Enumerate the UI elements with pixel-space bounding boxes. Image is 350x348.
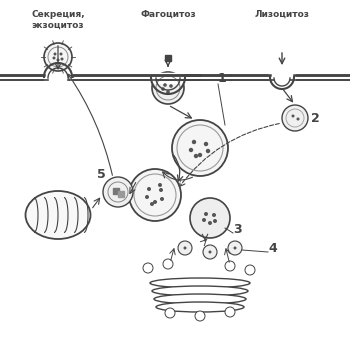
Circle shape (159, 188, 163, 192)
Circle shape (204, 142, 208, 146)
Circle shape (56, 58, 60, 62)
Circle shape (183, 246, 187, 250)
Circle shape (208, 221, 212, 225)
Circle shape (198, 153, 202, 157)
Ellipse shape (154, 294, 246, 304)
Text: 4: 4 (268, 242, 277, 255)
Circle shape (165, 308, 175, 318)
Circle shape (54, 53, 56, 55)
Circle shape (225, 261, 235, 271)
Circle shape (153, 200, 157, 204)
Circle shape (44, 43, 72, 71)
Ellipse shape (26, 191, 91, 239)
Text: 2: 2 (311, 111, 320, 125)
Circle shape (163, 259, 173, 269)
Text: Лизоцитоз: Лизоцитоз (254, 10, 309, 19)
Circle shape (61, 57, 63, 61)
Circle shape (158, 183, 162, 187)
Circle shape (292, 114, 294, 118)
Text: Секреция,
экзоцитоз: Секреция, экзоцитоз (31, 10, 85, 30)
Circle shape (190, 198, 230, 238)
Circle shape (172, 120, 228, 176)
Text: 1: 1 (218, 72, 227, 85)
Circle shape (195, 311, 205, 321)
Circle shape (52, 56, 56, 60)
Ellipse shape (152, 286, 248, 296)
Circle shape (204, 212, 208, 216)
Circle shape (194, 154, 198, 158)
Circle shape (129, 169, 181, 221)
Circle shape (163, 83, 167, 87)
Circle shape (225, 307, 235, 317)
Ellipse shape (150, 278, 250, 288)
Circle shape (245, 265, 255, 275)
Circle shape (169, 84, 173, 88)
Circle shape (161, 87, 165, 91)
Circle shape (209, 251, 211, 253)
Text: 5: 5 (97, 168, 106, 181)
Circle shape (296, 118, 300, 120)
Circle shape (150, 202, 154, 206)
Circle shape (160, 197, 164, 201)
Text: 3: 3 (233, 223, 242, 236)
Circle shape (178, 241, 192, 255)
Circle shape (192, 140, 196, 144)
Circle shape (189, 148, 193, 152)
Circle shape (212, 213, 216, 217)
Circle shape (103, 177, 133, 207)
Circle shape (202, 218, 206, 222)
Circle shape (147, 187, 151, 191)
Ellipse shape (156, 302, 244, 312)
Circle shape (213, 219, 217, 223)
Circle shape (143, 263, 153, 273)
Circle shape (282, 105, 308, 131)
Circle shape (166, 90, 170, 94)
Circle shape (228, 241, 242, 255)
Circle shape (145, 195, 149, 199)
Text: Фагоцитоз: Фагоцитоз (140, 10, 196, 19)
Circle shape (60, 53, 63, 55)
Circle shape (203, 245, 217, 259)
Circle shape (206, 149, 210, 153)
Circle shape (233, 246, 237, 250)
Circle shape (152, 72, 184, 104)
